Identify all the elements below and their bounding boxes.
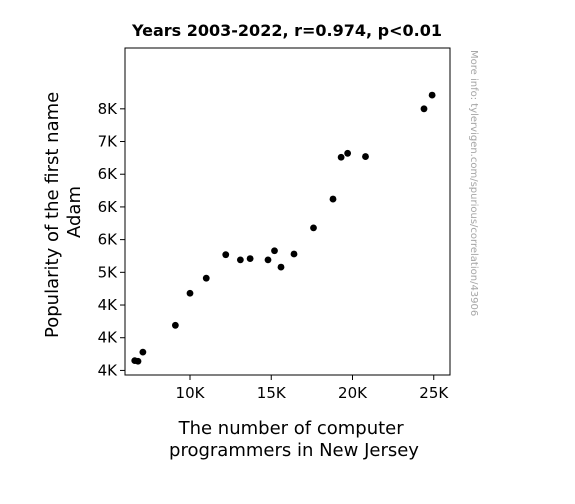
y-tick-label: 4K	[98, 329, 119, 347]
y-axis-label-line-2: Adam	[64, 186, 85, 238]
data-point	[420, 105, 428, 113]
data-point	[329, 195, 337, 203]
data-point	[362, 153, 369, 160]
y-axis: 4K 4K 4K 5K 6K 6K 6K 7K 8K	[98, 100, 125, 379]
x-axis-label-line-2: programmers in New Jersey	[169, 440, 419, 461]
data-point	[236, 256, 244, 264]
data-points	[131, 91, 436, 365]
y-tick-label: 6K	[98, 165, 119, 183]
plot-frame	[124, 47, 451, 376]
data-point	[134, 357, 142, 365]
data-point	[171, 321, 179, 329]
data-point	[428, 91, 436, 99]
x-tick-label: 20K	[338, 384, 368, 402]
data-point	[202, 274, 210, 282]
x-tick-label: 15K	[257, 384, 287, 402]
y-tick-label: 5K	[98, 263, 119, 281]
watermark-text: More info: tylervigen.com/spurious/corre…	[468, 50, 479, 316]
data-point	[337, 153, 345, 161]
y-axis-label: Popularity of the first name Adam	[42, 86, 85, 338]
x-tick-label: 25K	[419, 384, 449, 402]
data-point	[344, 149, 352, 157]
x-axis-label: The number of computer programmers in Ne…	[169, 418, 419, 461]
y-tick-label: 6K	[98, 231, 119, 249]
y-tick-label: 4K	[98, 361, 119, 379]
data-point	[310, 224, 317, 232]
chart-title: Years 2003-2022, r=0.974, p<0.01	[131, 21, 442, 40]
data-point	[271, 247, 278, 255]
data-point	[186, 289, 194, 297]
y-tick-label: 6K	[98, 198, 119, 216]
plot-area: 10K 15K 20K 25K 4K 4K 4K 5K 6K 6K 6K 7K 8K	[98, 47, 451, 402]
data-point	[222, 251, 230, 259]
y-axis-label-line-1: Popularity of the first name	[42, 92, 63, 338]
data-point	[246, 255, 254, 262]
data-point	[264, 256, 272, 264]
data-point	[139, 348, 147, 356]
y-tick-label: 4K	[98, 296, 119, 314]
y-tick-label: 8K	[98, 100, 119, 118]
x-tick-label: 10K	[176, 384, 206, 402]
data-point	[290, 250, 298, 258]
y-tick-label: 7K	[98, 133, 119, 151]
x-axis-label-line-1: The number of computer	[178, 418, 405, 439]
data-point	[277, 263, 285, 271]
x-axis: 10K 15K 20K 25K	[176, 375, 449, 402]
